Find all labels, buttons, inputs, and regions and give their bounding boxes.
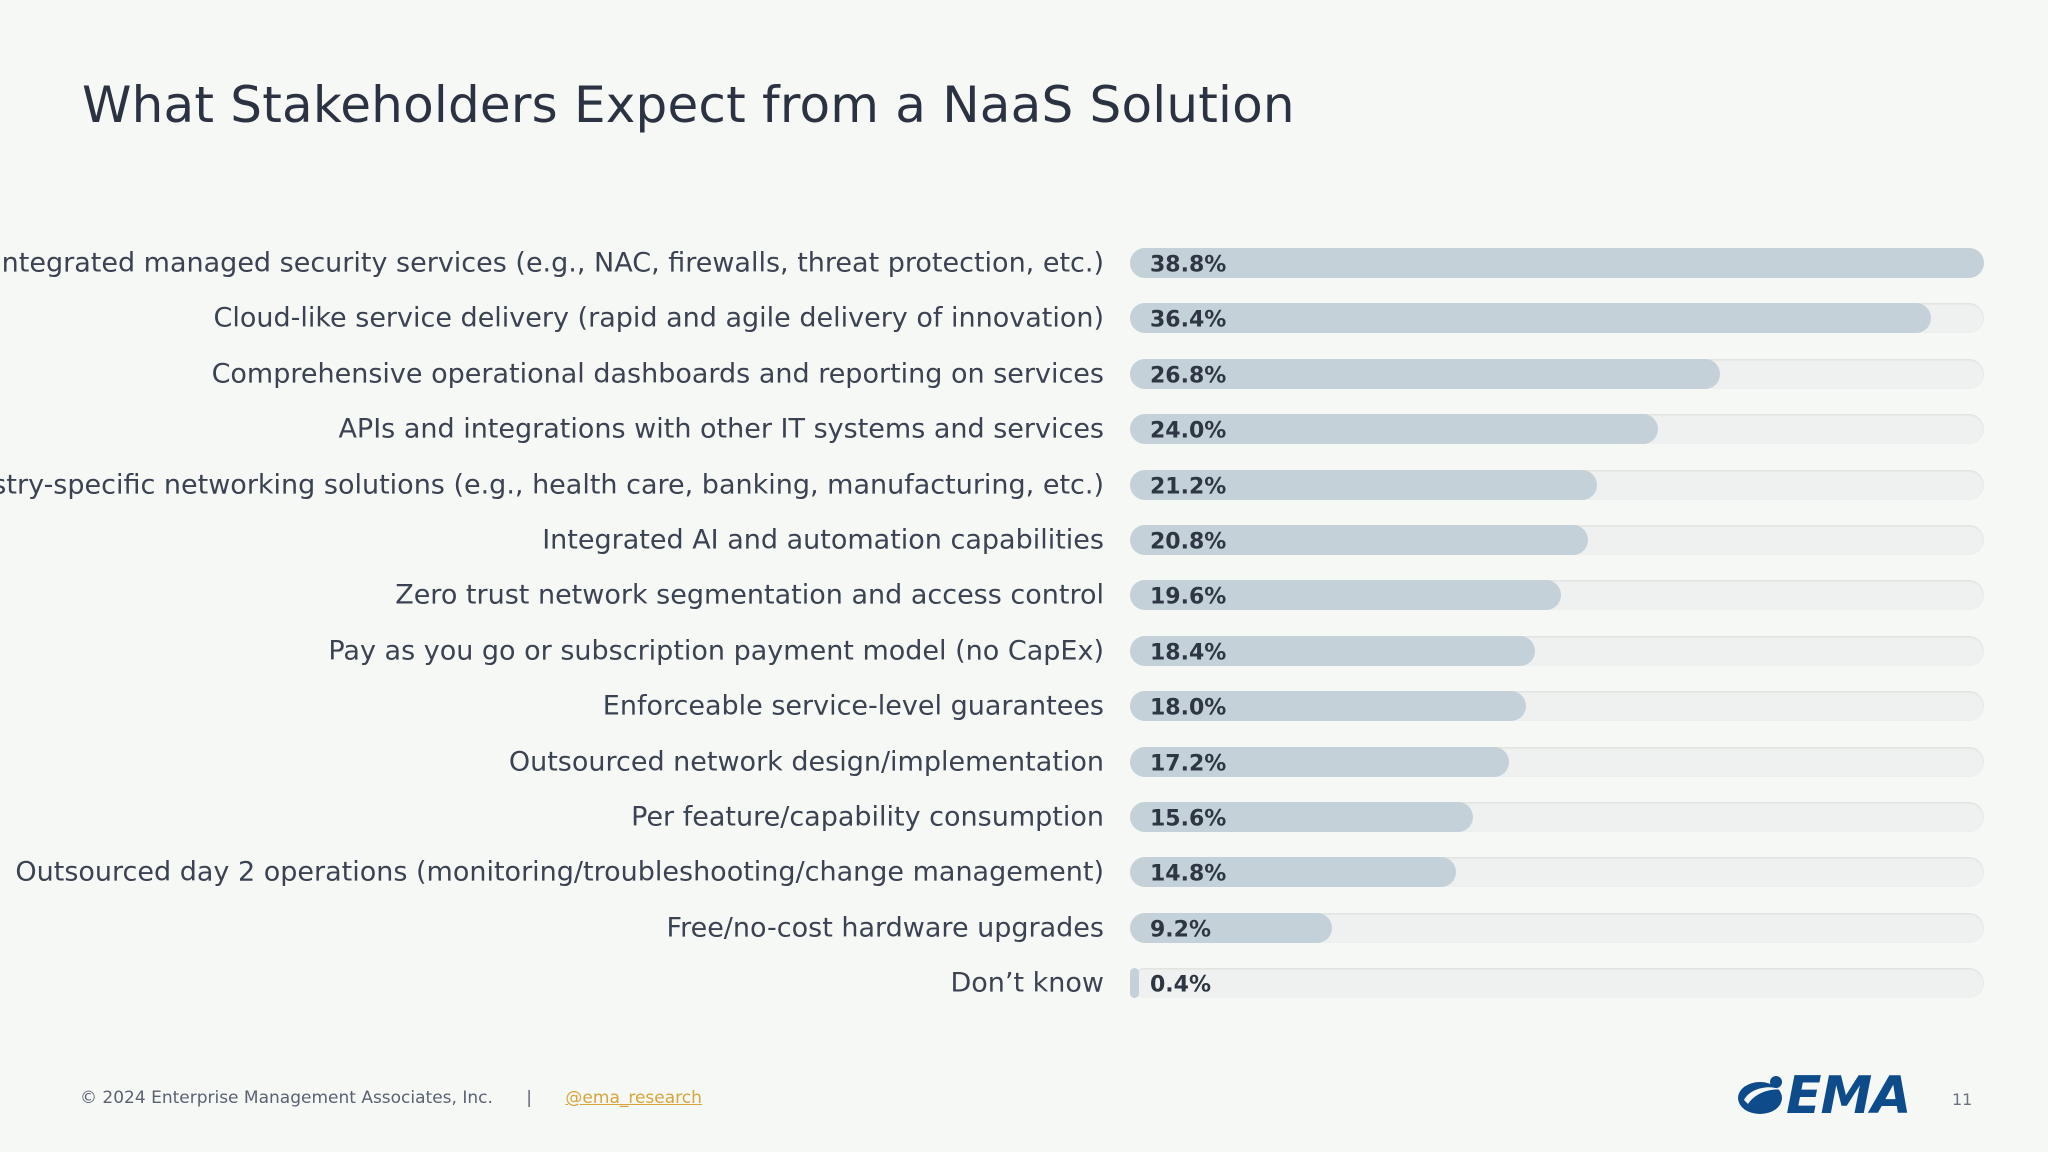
category-label: Zero trust network segmentation and acce…: [395, 579, 1104, 611]
bar: [1130, 635, 1535, 666]
bar-track: [1130, 248, 1984, 278]
bar-track: [1130, 691, 1984, 722]
footer: © 2024 Enterprise Management Associates,…: [80, 1088, 702, 1108]
bar: [1130, 525, 1588, 555]
ema-logo-wordmark: EMA: [1786, 1066, 1912, 1126]
data-label: 17.2%: [1150, 751, 1227, 777]
category-label: Outsourced network design/implementation: [508, 746, 1104, 778]
category-label: Per feature/capability consumption: [631, 801, 1104, 833]
category-label: Outsourced day 2 operations (monitoring/…: [15, 856, 1104, 888]
page-title: What Stakeholders Expect from a NaaS Sol…: [82, 76, 1295, 134]
data-label: 0.4%: [1150, 972, 1212, 998]
ema-logo: EMA: [1736, 1066, 1912, 1130]
bar-track: [1130, 912, 1984, 943]
social-handle-link[interactable]: @ema_research: [565, 1088, 702, 1108]
bar: [1130, 802, 1474, 832]
data-label: 24.0%: [1150, 418, 1227, 444]
category-label: Integrated AI and automation capabilitie…: [542, 524, 1104, 556]
data-label: 21.2%: [1150, 474, 1227, 500]
bar-track: [1130, 525, 1984, 555]
bar: [1130, 912, 1333, 943]
data-label: 19.6%: [1150, 584, 1227, 610]
data-label: 14.8%: [1150, 861, 1227, 887]
footer-separator: |: [526, 1088, 533, 1108]
bar: [1130, 580, 1562, 611]
category-label: Enforceable service-level guarantees: [602, 690, 1104, 722]
bar: [1130, 358, 1720, 389]
copyright-text: © 2024 Enterprise Management Associates,…: [80, 1088, 493, 1108]
bar: [1130, 303, 1932, 334]
category-label: APIs and integrations with other IT syst…: [338, 413, 1104, 445]
data-label: 38.8%: [1150, 252, 1227, 278]
bar-track: [1130, 635, 1984, 666]
bar-track: [1130, 358, 1984, 389]
bar-track: [1130, 968, 1984, 999]
data-label: 20.8%: [1150, 529, 1227, 555]
bar-track: [1130, 469, 1984, 500]
category-label: Industry-specific networking solutions (…: [0, 469, 1104, 501]
page-number: 11: [1952, 1090, 1973, 1109]
data-label: 36.4%: [1150, 307, 1227, 333]
bar: [1130, 248, 1984, 278]
data-label: 26.8%: [1150, 363, 1227, 389]
ema-logo-swoosh-icon: [1738, 1076, 1782, 1114]
category-label: Free/no-cost hardware upgrades: [666, 912, 1104, 944]
bar: [1130, 746, 1509, 777]
bar: [1130, 968, 1139, 999]
category-label: Cloud-like service delivery (rapid and a…: [213, 302, 1104, 334]
bar: [1130, 691, 1527, 722]
category-label: Pay as you go or subscription payment mo…: [328, 635, 1104, 667]
bar-track: [1130, 303, 1984, 334]
bar-track: [1130, 580, 1984, 611]
bar-track: [1130, 857, 1984, 888]
bar-track: [1130, 746, 1984, 777]
category-label: Don’t know: [950, 967, 1104, 999]
category-label: Comprehensive operational dashboards and…: [211, 358, 1104, 390]
bar: [1130, 469, 1597, 500]
data-label: 18.0%: [1150, 695, 1227, 721]
category-label: Integrated managed security services (e.…: [0, 247, 1104, 279]
data-label: 18.4%: [1150, 640, 1227, 666]
bar: [1130, 857, 1456, 888]
bar: [1130, 414, 1659, 445]
bar-track: [1130, 802, 1984, 832]
data-label: 9.2%: [1150, 917, 1212, 943]
bar-track: [1130, 414, 1984, 445]
data-label: 15.6%: [1150, 806, 1227, 832]
